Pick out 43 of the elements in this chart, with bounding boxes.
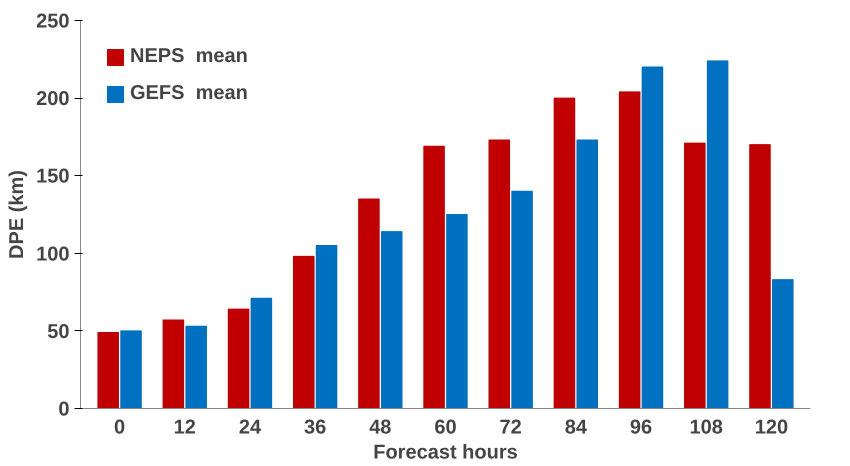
bar [684,142,706,408]
x-tick-label: 60 [434,416,457,438]
bar [162,320,184,408]
bar [228,308,250,408]
bar [185,326,207,408]
bar [358,198,380,408]
bar [250,298,272,408]
legend-label: NEPS mean [130,45,248,68]
x-tick-label: 96 [630,416,652,438]
bar [120,330,142,408]
x-tick-label: 120 [754,416,788,438]
bar [488,140,510,408]
x-tick-label: 84 [564,416,588,438]
bar [618,91,640,408]
bar [576,140,598,408]
y-axis-title: DPE (km) [6,170,28,259]
y-tick-label: 200 [36,88,70,110]
legend-label: GEFS mean [130,82,248,105]
bar [772,279,794,408]
bar [642,66,664,408]
bar [292,256,314,408]
x-tick-label: 12 [174,416,196,438]
x-tick-label: 36 [304,416,326,438]
y-tick-label: 0 [58,398,70,420]
x-axis-title: Forecast hours [373,442,518,464]
x-tick-label: 72 [500,416,522,438]
bar [97,332,119,408]
bar [423,146,445,408]
bar [446,214,468,408]
bar [749,144,771,408]
y-tick-label: 50 [47,320,70,343]
x-tick-label: 108 [690,416,723,438]
y-tick-label: 150 [36,166,70,188]
y-tick-label: 100 [36,243,70,266]
bar [511,190,533,408]
bar [554,98,576,408]
bar [380,231,402,408]
y-tick-label: 250 [36,10,70,32]
bar [706,60,728,408]
x-tick-label: 24 [238,416,262,438]
x-tick-label: 48 [369,416,392,438]
bar [316,245,338,408]
x-tick-label: 0 [114,416,126,438]
